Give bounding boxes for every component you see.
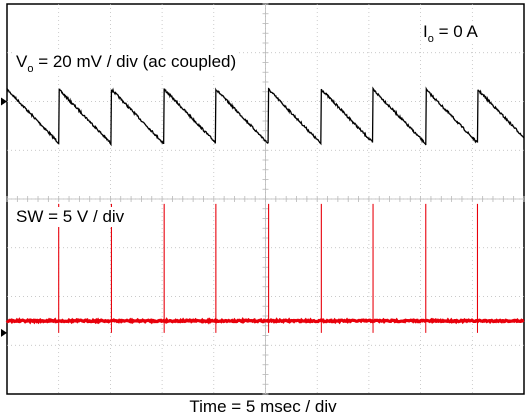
sw-baseline — [5, 316, 525, 325]
channel1-scale-label: Vo = 20 mV / div (ac coupled) — [14, 52, 239, 75]
channel1-subscript: o — [27, 63, 34, 75]
channel2-scale-label: SW = 5 V / div — [14, 207, 127, 227]
channel2-reference-marker — [1, 328, 7, 337]
channel1-symbol: V — [16, 52, 28, 71]
load-current-subscript: o — [427, 33, 434, 45]
time-axis-label: Time = 5 msec / div — [189, 397, 337, 416]
channel1-reference-marker — [1, 97, 7, 106]
load-current-value: = 0 A — [433, 22, 478, 41]
channel-markers — [1, 97, 7, 337]
load-current-symbol: I — [423, 22, 428, 41]
load-current-label: Io = 0 A — [421, 22, 480, 45]
channel1-scale-text: = 20 mV / div (ac coupled) — [33, 52, 237, 71]
waveform-traces — [5, 86, 525, 333]
vo-waveform — [6, 86, 525, 147]
channel2-scale-text: SW = 5 V / div — [16, 207, 125, 226]
